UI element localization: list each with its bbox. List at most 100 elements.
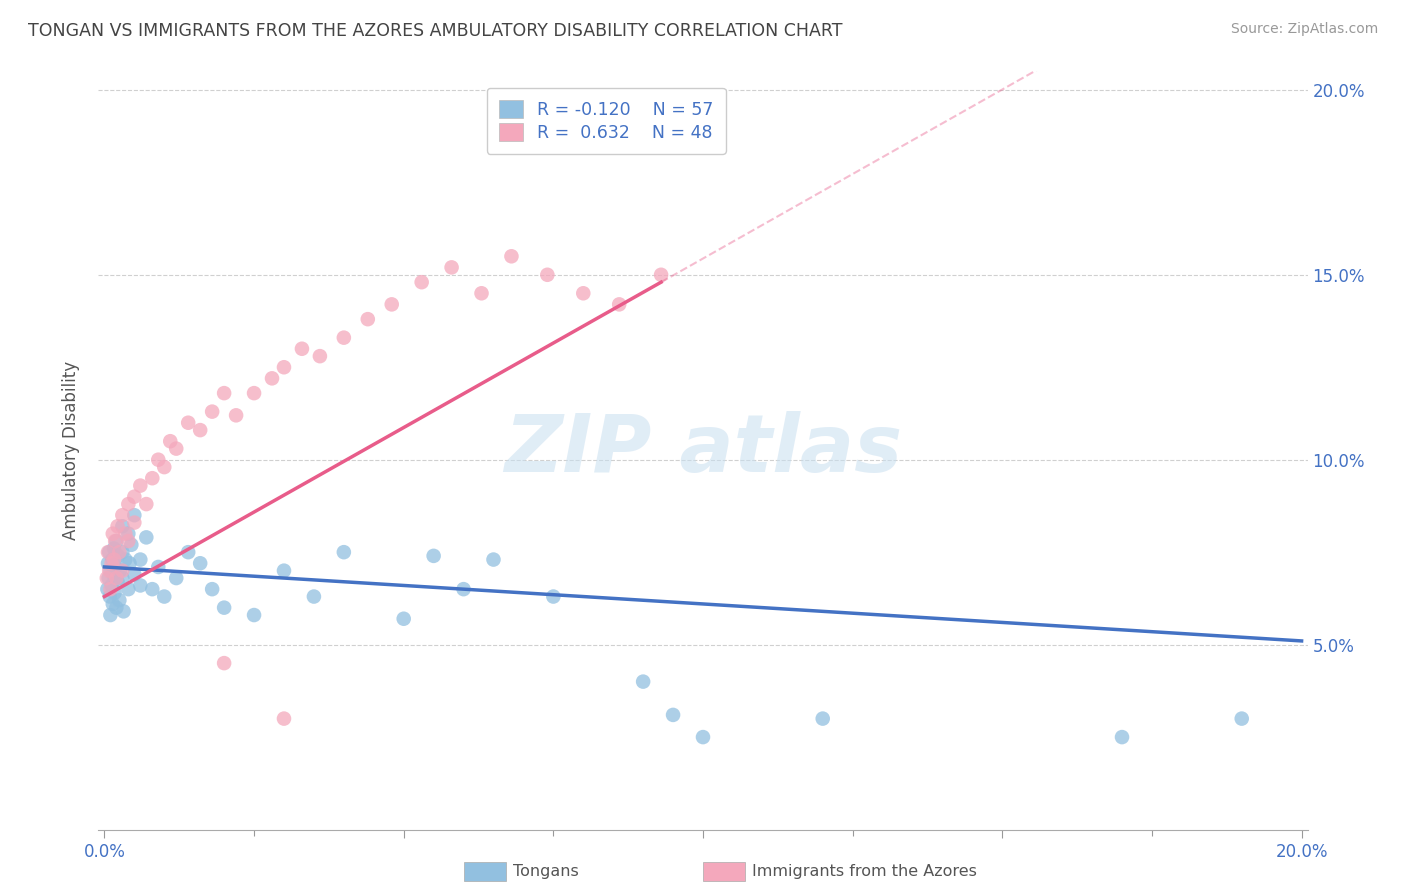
Point [1230,712,1253,726]
Point [114,552,136,566]
Point [631,674,654,689]
Point [357,312,380,326]
Point [111,508,134,523]
Point [607,297,630,311]
Point [97,556,120,570]
Point [100,564,122,578]
Point [212,600,235,615]
Point [100,578,122,592]
Point [96,582,118,596]
Y-axis label: Ambulatory Disability: Ambulatory Disability [62,361,80,540]
Point [148,452,170,467]
Point [98,590,121,604]
Text: Immigrants from the Azores: Immigrants from the Azores [752,864,977,879]
Point [124,567,146,582]
Point [104,534,127,549]
Point [105,600,128,615]
Point [273,712,295,726]
Point [111,564,134,578]
Point [243,608,266,623]
Point [97,545,120,559]
Point [291,342,314,356]
Point [124,516,146,530]
Point [108,564,131,578]
Point [103,552,125,566]
Point [411,275,433,289]
Point [482,552,505,566]
Point [118,556,141,570]
Point [107,549,129,563]
Point [188,423,211,437]
Point [105,571,128,585]
Point [662,707,685,722]
Point [101,597,124,611]
Point [201,582,224,596]
Point [104,560,127,574]
Point [101,526,124,541]
Point [243,386,266,401]
Point [124,508,146,523]
Point [98,545,121,559]
Point [107,574,129,589]
Point [97,571,120,585]
Point [201,404,224,418]
Point [392,612,415,626]
Text: ZIP atlas: ZIP atlas [503,411,903,490]
Point [112,604,135,618]
Point [141,471,163,485]
Point [165,442,187,456]
Text: Tongans: Tongans [513,864,579,879]
Point [165,571,187,585]
Point [440,260,463,275]
Point [333,545,356,559]
Point [381,297,404,311]
Text: TONGAN VS IMMIGRANTS FROM THE AZORES AMBULATORY DISABILITY CORRELATION CHART: TONGAN VS IMMIGRANTS FROM THE AZORES AMB… [28,22,842,40]
Point [453,582,475,596]
Point [129,578,152,592]
Point [103,541,125,556]
Point [111,519,134,533]
Point [501,249,523,263]
Point [302,590,325,604]
Point [212,656,235,670]
Point [811,712,834,726]
Point [117,534,139,549]
Point [333,331,356,345]
Point [188,556,211,570]
Point [470,286,492,301]
Point [650,268,672,282]
Point [117,497,139,511]
Point [543,590,565,604]
Point [108,593,131,607]
Point [129,552,152,566]
Point [111,571,134,585]
Point [273,564,295,578]
Point [114,526,136,541]
Point [98,564,121,578]
Point [177,545,200,559]
Point [1111,730,1133,744]
Point [107,519,129,533]
Point [153,590,176,604]
Point [117,582,139,596]
Point [103,586,125,600]
Point [111,545,134,559]
Point [141,582,163,596]
Point [124,490,146,504]
Point [572,286,595,301]
Point [148,560,170,574]
Point [692,730,714,744]
Point [101,552,124,566]
Point [135,497,157,511]
Point [422,549,444,563]
Point [159,434,181,449]
Point [105,534,128,549]
Point [177,416,200,430]
Text: Source: ZipAtlas.com: Source: ZipAtlas.com [1230,22,1378,37]
Point [309,349,332,363]
Point [96,571,118,585]
Point [153,460,176,475]
Point [100,582,122,596]
Point [103,567,125,582]
Point [135,530,157,544]
